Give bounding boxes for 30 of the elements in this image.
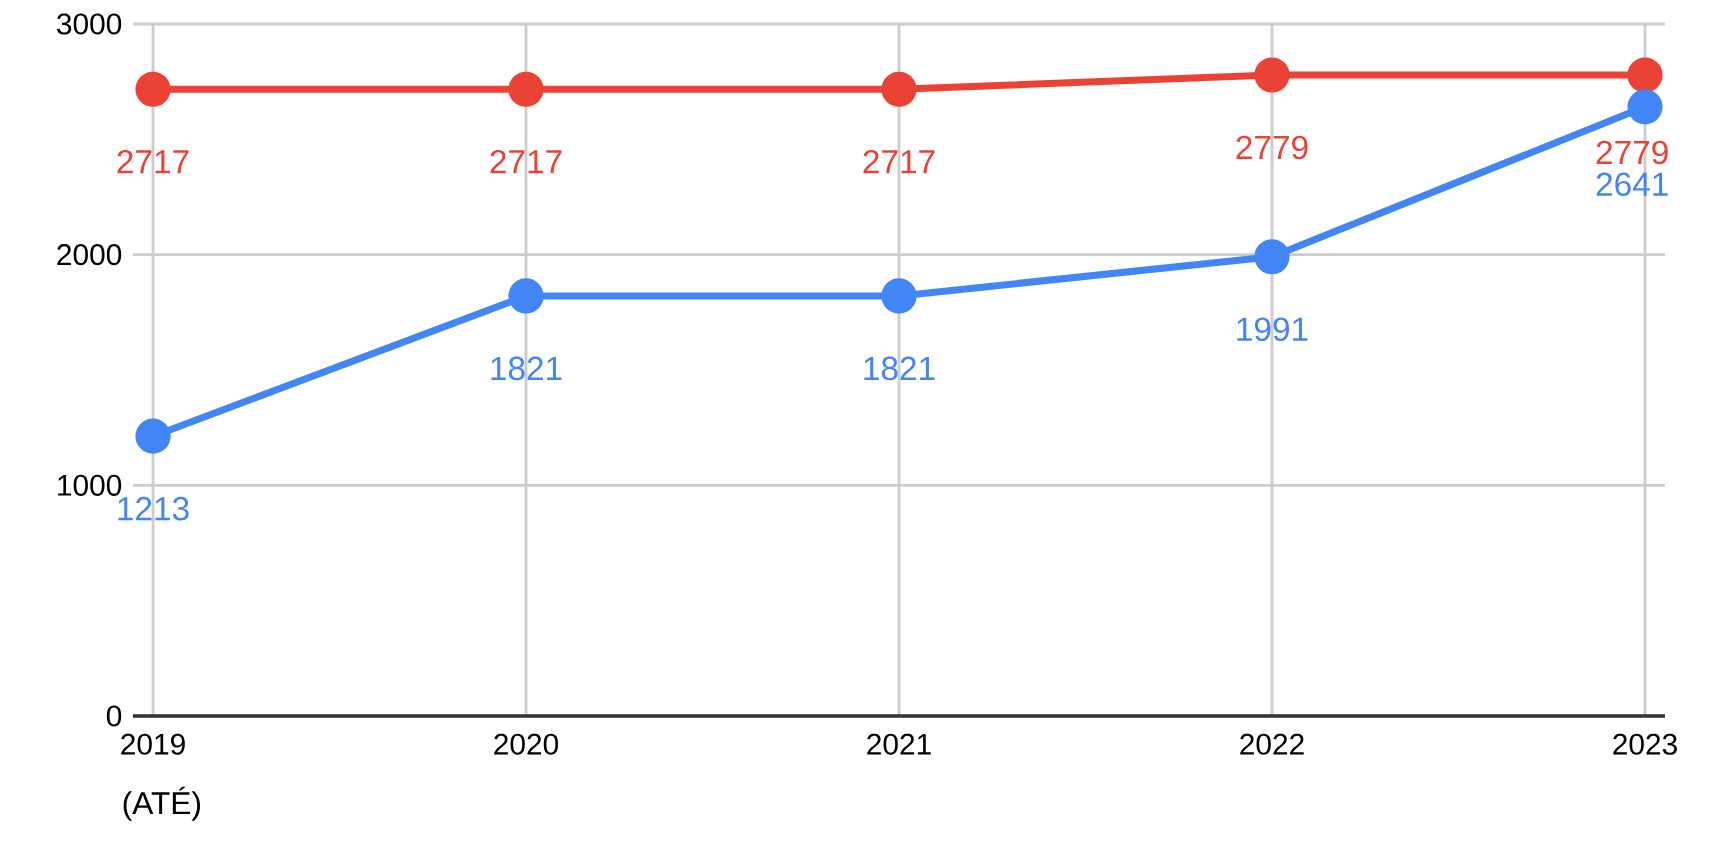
y-tick-label: 0 [106, 705, 122, 727]
data-label: 1821 [491, 356, 562, 381]
point [135, 418, 171, 454]
data-label: 2717 [490, 149, 562, 174]
x-tick-label: 2020 [494, 733, 559, 755]
x-tick-label: 2023 [1613, 733, 1677, 755]
x-tick-label: 2021 [867, 733, 931, 755]
text: (ATÉ) [123, 786, 200, 821]
point [508, 71, 544, 107]
data-label: 2779 [1236, 135, 1308, 160]
data-label: 2779 [1596, 140, 1668, 165]
point [135, 71, 171, 107]
data-label: 2641 [1596, 172, 1668, 197]
point [1254, 57, 1290, 93]
data-label: 1991 [1237, 317, 1308, 342]
y-tick-label: 1000 [58, 474, 122, 496]
data-label: 2717 [117, 149, 189, 174]
point [881, 71, 917, 107]
data-label: 2717 [863, 149, 935, 174]
point [1254, 239, 1290, 275]
data-label: 1821 [864, 356, 935, 381]
point [1627, 57, 1663, 93]
x-tick-label: 2019 [121, 733, 185, 755]
y-tick-label: 2000 [57, 244, 122, 266]
x-tick-label: 2022 [1240, 733, 1304, 755]
y-tick-label: 3000 [57, 13, 122, 35]
point [881, 278, 917, 314]
data-label: 1213 [118, 496, 189, 521]
point [508, 278, 544, 314]
point [1627, 89, 1663, 125]
